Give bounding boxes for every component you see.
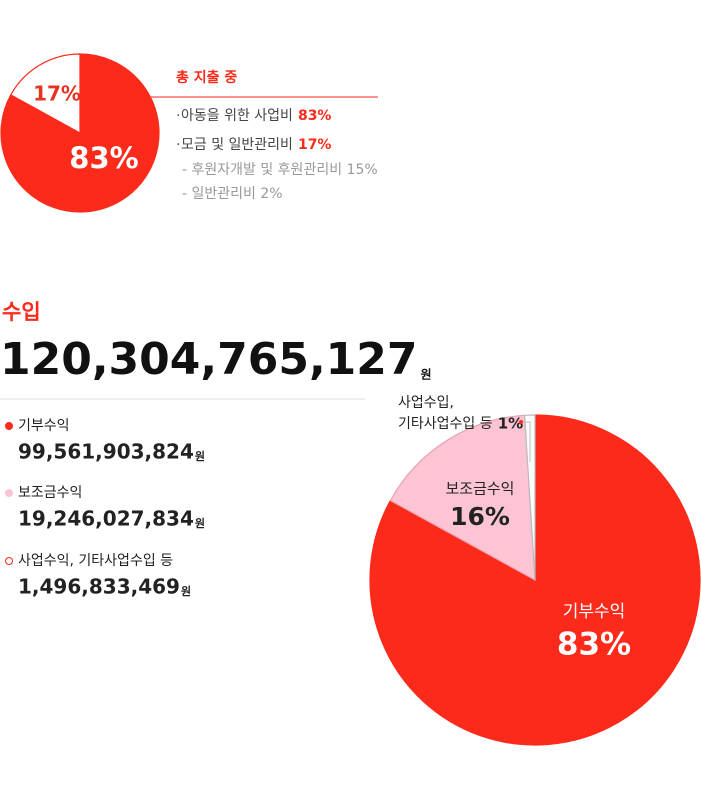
legend-label: 아동을 위한 사업비 bbox=[181, 108, 293, 124]
callout-line bbox=[521, 421, 531, 462]
legend-label: 보조금수익 bbox=[18, 485, 82, 501]
legend-label: 모금 및 일반관리비 bbox=[181, 137, 293, 153]
total: 120,304,765,127 bbox=[0, 334, 418, 385]
callout-dot bbox=[519, 420, 523, 424]
pie-slice bbox=[389, 414, 536, 582]
unit: 원 bbox=[181, 584, 191, 598]
section-title: 수입 bbox=[2, 300, 41, 324]
chart-title: 총 지출 중 bbox=[176, 69, 237, 86]
legend-swatch bbox=[5, 422, 13, 430]
slice-label: 보조금수익 bbox=[445, 480, 514, 498]
callout-label: 기타사업수입 등 bbox=[398, 416, 493, 432]
unit: 원 bbox=[195, 449, 205, 463]
callout-value: 1% bbox=[498, 415, 523, 433]
legend-label: 기부수익 bbox=[18, 418, 70, 434]
unit: 원 bbox=[195, 516, 205, 530]
amount: 1,496,833,469 bbox=[18, 575, 180, 599]
amount: 19,246,027,834 bbox=[18, 507, 194, 531]
slice-label: 83% bbox=[69, 141, 138, 175]
slice-label: 83% bbox=[557, 627, 631, 663]
legend-swatch bbox=[5, 557, 13, 565]
slice-label: 기부수익 bbox=[563, 602, 626, 622]
detail-item: - 일반관리비 2% bbox=[182, 186, 283, 202]
bullet: · bbox=[176, 137, 180, 153]
legend-value: 83% bbox=[298, 108, 332, 124]
unit: 원 bbox=[421, 368, 432, 382]
bullet: · bbox=[176, 108, 180, 124]
amount: 99,561,903,824 bbox=[18, 440, 194, 464]
pie-slice bbox=[9, 53, 81, 135]
pie-slice bbox=[524, 414, 536, 581]
legend-value: 17% bbox=[298, 137, 332, 153]
legend-swatch bbox=[5, 489, 13, 497]
callout-label: 사업수입, bbox=[398, 395, 454, 411]
legend-label: 사업수익, 기타사업수입 등 bbox=[18, 553, 173, 569]
slice-label: 16% bbox=[450, 502, 510, 531]
detail-item: - 후원자개발 및 후원관리비 15% bbox=[182, 162, 378, 178]
slice-label: 17% bbox=[33, 82, 81, 106]
